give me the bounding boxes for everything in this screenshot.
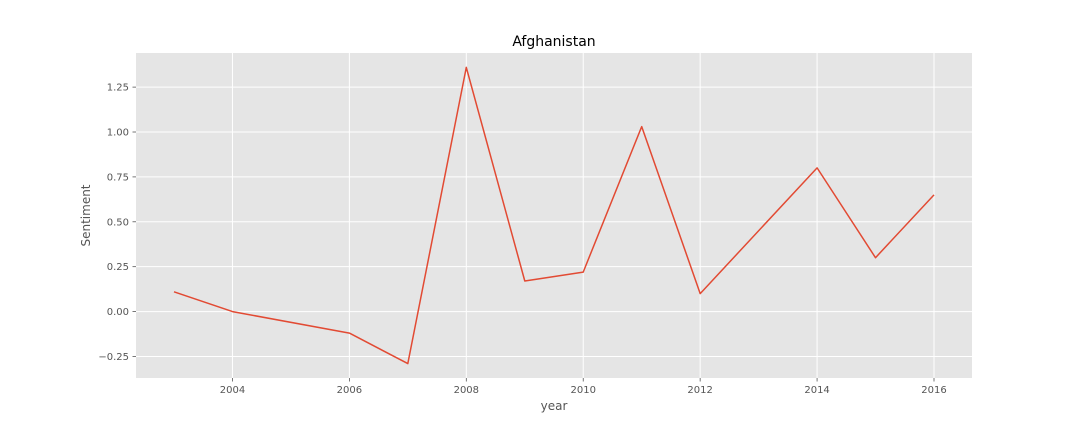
y-tick-label: 0.25	[107, 262, 129, 273]
series-layer	[173, 66, 935, 365]
x-tick-label: 2016	[921, 385, 946, 396]
ticks: 2004 2006 2008 2010 2012 2014 2016 −0.25 0.00 0.2…	[98, 83, 946, 396]
y-tick-label: 1.00	[107, 128, 129, 139]
x-axis-label: year	[541, 399, 568, 413]
x-tick-label: 2010	[571, 385, 596, 396]
x-tick-label: 2004	[220, 385, 245, 396]
x-tick-label: 2006	[337, 385, 362, 396]
y-axis-label: Sentiment	[79, 184, 93, 246]
series-line	[173, 66, 935, 365]
y-tick-label: −0.25	[98, 352, 129, 363]
y-tick-label: 1.25	[107, 83, 129, 94]
plot-area	[136, 53, 972, 378]
x-tick-label: 2008	[454, 385, 479, 396]
y-tick-label: 0.00	[107, 307, 129, 318]
y-tick-label: 0.75	[107, 172, 129, 183]
x-tick-label: 2014	[804, 385, 829, 396]
x-tick-label: 2012	[687, 385, 712, 396]
grid-lines	[136, 53, 972, 378]
chart-title: Afghanistan	[512, 34, 595, 50]
y-tick-label: 0.50	[107, 217, 129, 228]
